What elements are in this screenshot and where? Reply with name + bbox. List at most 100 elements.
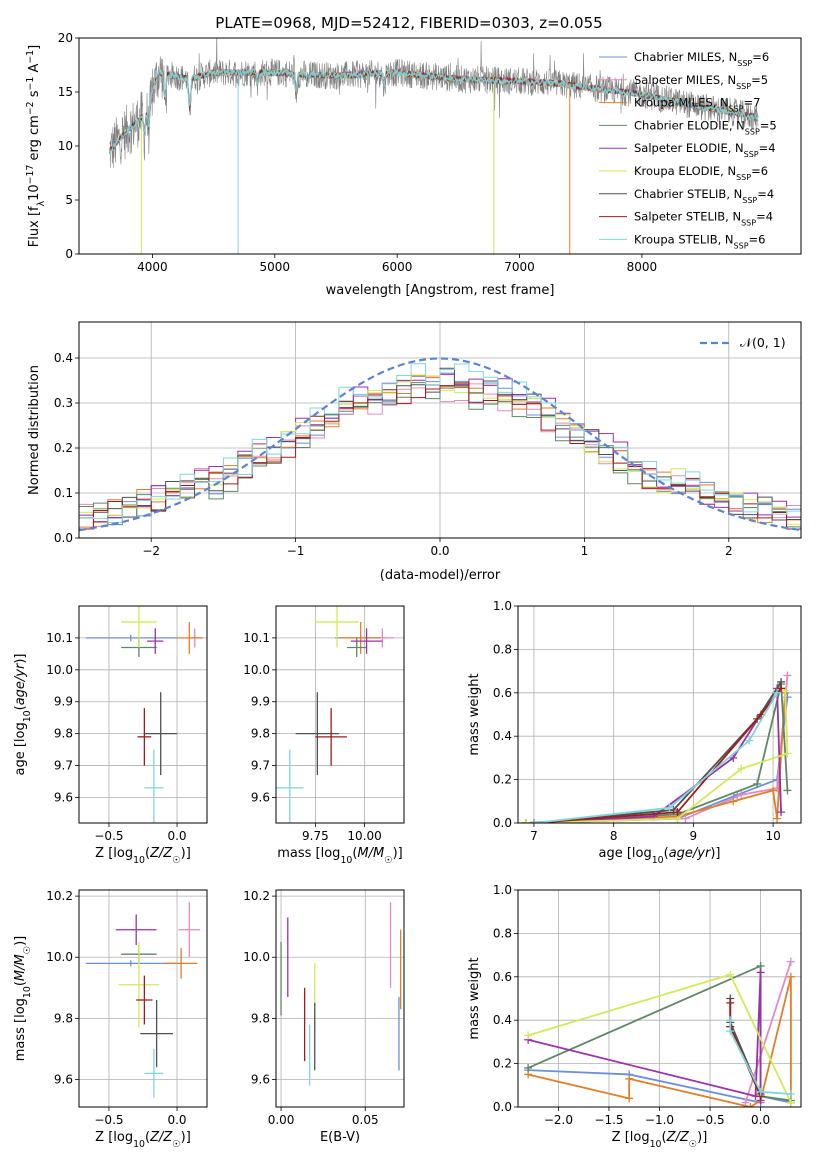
y-tick-label: 0.8 — [493, 642, 512, 656]
weight-line-chabrier_elodie — [525, 683, 789, 823]
y-tick-label: 15 — [58, 85, 73, 99]
weight-line-salpeter_elodie — [527, 972, 762, 1101]
axes: −0.5 0.0 9.6 9.8 10.0 10.2 — [46, 889, 186, 1127]
x-axis-label: age [log10(age/yr)] — [598, 846, 720, 866]
y-tick-label: 9.9 — [251, 695, 270, 709]
weight-line-chabrier_miles — [525, 697, 789, 823]
axes: 9.75 10.00 9.6 9.7 9.8 9.9 10.0 10.1 — [243, 631, 382, 843]
x-tick-label: 1 — [581, 544, 589, 558]
weight-marker-kroupa_miles — [769, 786, 778, 795]
weight-marker-salpeter_elodie — [756, 968, 765, 977]
x-axis-label: (data-model)/error — [380, 568, 501, 583]
weight-marker-kroupa_elodie — [726, 970, 735, 979]
y-tick-label: 0.0 — [493, 1100, 512, 1114]
x-tick-label: 10 — [765, 829, 780, 843]
plot-area — [109, 38, 759, 254]
y-tick-label: 0.8 — [493, 926, 512, 940]
y-tick-label: 9.6 — [251, 790, 270, 804]
y-tick-label: 5 — [65, 193, 73, 207]
y-tick-label: 0.2 — [493, 1057, 512, 1071]
legend-label-chabrier_stelib: Chabrier STELIB, NSSP=4 — [634, 187, 774, 205]
y-tick-label: 0.4 — [493, 729, 512, 743]
y-tick-label: 9.8 — [251, 727, 270, 741]
histogram-kroupa_stelib — [79, 363, 801, 523]
y-tick-label: 9.6 — [251, 1072, 270, 1086]
axes: −2.0 −1.5 −1.0 −0.5 0.0 0.0 0.2 0.4 0.6 0.8 1.0 — [493, 883, 770, 1127]
x-tick-label: −2.0 — [544, 1113, 573, 1127]
weight-marker-kroupa_elodie — [737, 764, 746, 773]
panel-residuals: −2 −1 0.0 1 2 0.0 0.1 0.2 0.3 0.4 (data-model)/err… — [27, 321, 802, 583]
axes-frame — [517, 889, 802, 1108]
weight-marker-kroupa_stelib — [726, 1027, 735, 1036]
weight-marker-kroupa_stelib — [745, 736, 754, 745]
weight-marker-kroupa_miles — [625, 1074, 634, 1083]
x-tick-label: 5000 — [260, 260, 291, 274]
axes: −0.5 0.0 9.6 9.7 9.8 9.9 10.0 10.1 — [46, 631, 186, 843]
weight-marker-salpeter_elodie — [777, 808, 786, 817]
weight-line-kroupa_stelib — [533, 692, 778, 823]
x-tick-label: 0.0 — [167, 1113, 186, 1127]
y-tick-label: 9.8 — [251, 1011, 270, 1025]
y-tick-label: 0.2 — [493, 773, 512, 787]
plot-area — [79, 890, 207, 1107]
x-tick-label: 6000 — [382, 260, 413, 274]
y-tick-label: 0 — [65, 247, 73, 261]
weight-marker-salpeter_stelib — [777, 684, 786, 693]
y-tick-label: 0.6 — [493, 970, 512, 984]
y-axis-label: mass weight — [467, 957, 482, 1039]
x-axis-label: Z [log10(Z/Z☉)] — [95, 846, 191, 866]
y-tick-label: 1.0 — [493, 599, 512, 613]
weight-line-kroupa_elodie — [525, 690, 789, 823]
y-tick-label: 10.1 — [243, 631, 270, 645]
legend-label-normal: 𝒩(0, 1) — [740, 335, 786, 350]
y-axis-label: Flux [fλ10−17 erg cm−2 s−1 A−1] — [25, 45, 47, 247]
y-axis-label: mass weight — [467, 673, 482, 755]
legend-label-salpeter_elodie: Salpeter ELODIE, NSSP=4 — [634, 141, 776, 159]
y-tick-label: 9.9 — [54, 695, 73, 709]
legend-label-salpeter_stelib: Salpeter STELIB, NSSP=4 — [634, 210, 773, 228]
x-tick-label: −1.0 — [645, 1113, 674, 1127]
weight-marker-chabrier_elodie — [753, 779, 762, 788]
x-axis-label: wavelength [Angstrom, rest frame] — [326, 283, 555, 298]
weight-marker-chabrier_elodie — [783, 786, 792, 795]
x-axis-label: Z [log10(Z/Z☉)] — [95, 1130, 191, 1150]
weight-marker-salpeter_elodie — [729, 753, 738, 762]
gridlines — [79, 890, 207, 1107]
x-tick-label: −2 — [142, 544, 160, 558]
weight-marker-kroupa_stelib — [756, 1087, 765, 1096]
y-axis-label: Normed distribution — [27, 365, 42, 495]
axes-frame — [78, 889, 208, 1108]
weight-marker-kroupa_elodie — [786, 1098, 795, 1107]
y-tick-label: 10.0 — [243, 950, 270, 964]
axes-frame — [78, 321, 802, 539]
plot-area — [518, 606, 801, 823]
axes-frame — [78, 37, 802, 255]
legend-label-kroupa_stelib: Kroupa STELIB, NSSP=6 — [634, 232, 765, 250]
y-tick-label: 10.1 — [46, 631, 73, 645]
y-tick-label: 0.1 — [54, 486, 73, 500]
weight-line-salpeter_miles — [744, 961, 792, 1103]
y-tick-label: 10.0 — [46, 663, 73, 677]
y-axis-label: mass [log10(M/M☉)] — [13, 936, 33, 1062]
legend: Chabrier MILES, NSSP=6 Salpeter MILES, NS… — [599, 50, 777, 250]
weight-line-chabrier_stelib — [533, 681, 782, 823]
legend-label-chabrier_elodie: Chabrier ELODIE, NSSP=5 — [634, 118, 777, 136]
weight-marker-salpeter_miles — [783, 671, 792, 680]
y-tick-label: 9.6 — [54, 1072, 73, 1086]
weight-marker-kroupa_stelib — [665, 803, 674, 812]
weight-marker-kroupa_stelib — [726, 1016, 735, 1025]
x-tick-label: 10.00 — [347, 829, 381, 843]
panel-mass_weight_vs_Z: −2.0 −1.5 −1.0 −0.5 0.0 0.0 0.2 0.4 0.6 0.8 1.0 Z [… — [467, 883, 802, 1150]
y-tick-label: 0.0 — [493, 816, 512, 830]
legend-label-chabrier_miles: Chabrier MILES, NSSP=6 — [634, 50, 769, 68]
model-spectrum-kroupa_stelib — [109, 68, 759, 156]
axes: 0.00 0.05 9.6 9.8 10.0 10.2 — [243, 889, 378, 1127]
y-tick-label: 10.2 — [243, 889, 270, 903]
y-tick-label: 9.8 — [54, 1011, 73, 1025]
x-axis-label: Z [log10(Z/Z☉)] — [612, 1130, 708, 1150]
x-axis-label: mass [log10(M/M☉)] — [277, 846, 403, 866]
y-tick-label: 9.7 — [251, 759, 270, 773]
figure-title: PLATE=0968, MJD=52412, FIBERID=0303, z=0… — [215, 14, 602, 32]
weight-marker-kroupa_elodie — [783, 749, 792, 758]
x-axis-label: E(B-V) — [320, 1130, 360, 1145]
